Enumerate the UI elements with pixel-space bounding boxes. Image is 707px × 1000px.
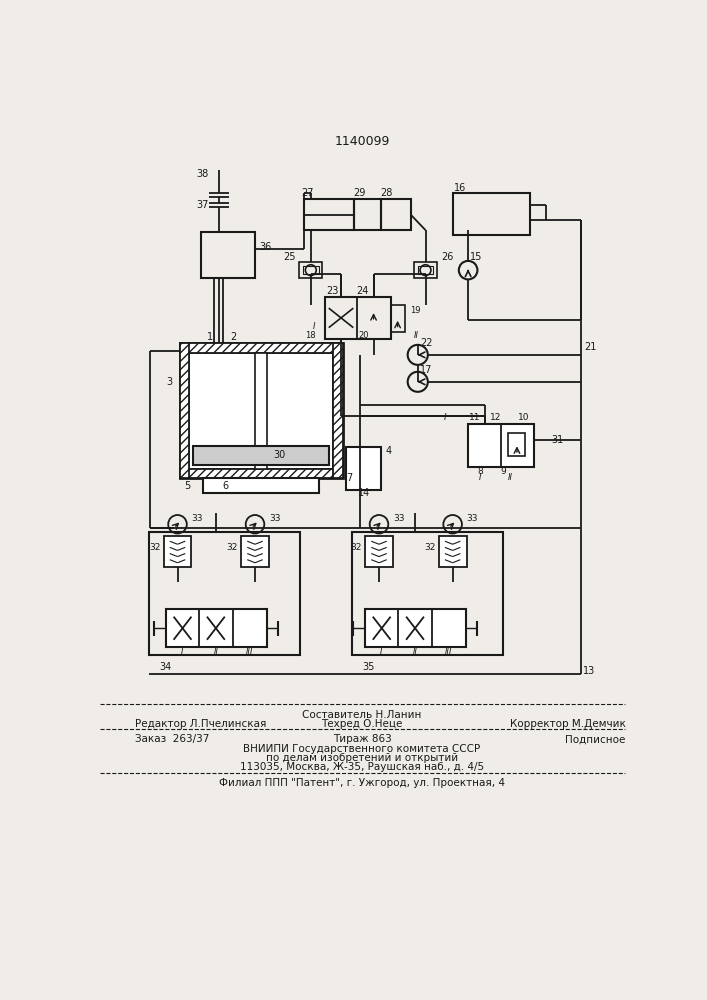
- Text: II: II: [508, 473, 513, 482]
- Bar: [438, 536, 467, 567]
- Text: ВНИИПИ Государственного комитета СССР: ВНИИПИ Государственного комитета СССР: [243, 744, 481, 754]
- Text: Составитель Н.Ланин: Составитель Н.Ланин: [303, 710, 421, 720]
- Text: 13: 13: [583, 666, 595, 676]
- Bar: [414, 262, 437, 278]
- Text: III: III: [246, 647, 253, 656]
- Bar: [346, 447, 381, 490]
- Bar: [354, 199, 381, 230]
- Text: 33: 33: [192, 514, 203, 523]
- Text: 10: 10: [518, 413, 530, 422]
- Text: 113035, Москва, Ж-35, Раушская наб., д. 4/5: 113035, Москва, Ж-35, Раушская наб., д. …: [240, 762, 484, 772]
- Text: 18: 18: [305, 331, 315, 340]
- Bar: [508, 433, 525, 456]
- Text: 32: 32: [226, 543, 238, 552]
- Text: 32: 32: [424, 543, 436, 552]
- Bar: [180, 343, 189, 478]
- Bar: [381, 199, 411, 230]
- Text: Редактор Л.Пчелинская: Редактор Л.Пчелинская: [135, 719, 267, 729]
- Text: 33: 33: [269, 514, 281, 523]
- Text: 15: 15: [469, 252, 482, 262]
- Text: 17: 17: [420, 365, 433, 375]
- Text: II: II: [414, 331, 419, 340]
- Text: 33: 33: [467, 514, 478, 523]
- Text: 8: 8: [477, 467, 483, 476]
- Text: I: I: [479, 473, 481, 482]
- Text: 27: 27: [301, 188, 314, 198]
- Text: 7: 7: [346, 473, 353, 483]
- Bar: [391, 305, 404, 332]
- Text: I: I: [443, 413, 446, 422]
- Text: 16: 16: [454, 183, 467, 193]
- Bar: [180, 469, 343, 478]
- Text: 35: 35: [363, 662, 375, 672]
- Text: 11: 11: [469, 413, 480, 422]
- Text: 3: 3: [166, 377, 172, 387]
- Text: I: I: [313, 322, 315, 331]
- Text: 32: 32: [351, 543, 362, 552]
- Text: 37: 37: [196, 200, 209, 210]
- Text: I: I: [380, 647, 382, 656]
- Text: 12: 12: [489, 413, 501, 422]
- Bar: [203, 478, 320, 493]
- Text: 38: 38: [197, 169, 209, 179]
- Bar: [193, 446, 329, 465]
- Bar: [166, 609, 267, 647]
- Polygon shape: [476, 433, 495, 451]
- Text: 5: 5: [184, 481, 190, 491]
- Bar: [352, 532, 503, 655]
- Text: 21: 21: [585, 342, 597, 352]
- Text: 6: 6: [223, 481, 228, 491]
- Bar: [163, 536, 192, 567]
- Text: 23: 23: [327, 286, 339, 296]
- Bar: [304, 199, 354, 230]
- Bar: [255, 353, 267, 469]
- Text: 24: 24: [356, 286, 368, 296]
- Text: 28: 28: [380, 188, 393, 198]
- Text: 9: 9: [500, 467, 506, 476]
- Bar: [452, 193, 530, 235]
- Bar: [180, 343, 343, 478]
- Text: 2: 2: [230, 332, 236, 342]
- Text: 1: 1: [207, 332, 213, 342]
- Text: 34: 34: [160, 662, 172, 672]
- Text: Заказ  263/37: Заказ 263/37: [135, 734, 209, 744]
- Bar: [189, 353, 333, 469]
- Text: II: II: [413, 647, 418, 656]
- Bar: [365, 609, 466, 647]
- Text: II: II: [214, 647, 218, 656]
- Text: 19: 19: [410, 306, 421, 315]
- Text: Техред О.Неце: Техред О.Неце: [321, 719, 403, 729]
- Text: 29: 29: [354, 188, 366, 198]
- Bar: [468, 424, 534, 467]
- Text: по делам изобретений и открытий: по делам изобретений и открытий: [266, 753, 458, 763]
- Text: Корректор М.Демчик: Корректор М.Демчик: [510, 719, 626, 729]
- Text: 26: 26: [441, 252, 453, 262]
- Text: 36: 36: [259, 242, 271, 252]
- Text: 14: 14: [358, 488, 370, 498]
- Text: 33: 33: [393, 514, 404, 523]
- Bar: [333, 343, 343, 478]
- Bar: [299, 262, 322, 278]
- Text: I: I: [181, 647, 183, 656]
- Text: 20: 20: [358, 331, 369, 340]
- Text: 25: 25: [284, 252, 296, 262]
- Bar: [180, 343, 343, 353]
- Text: 31: 31: [551, 435, 563, 445]
- Text: Филиал ППП "Патент", г. Ужгород, ул. Проектная, 4: Филиал ППП "Патент", г. Ужгород, ул. Про…: [219, 778, 505, 788]
- Bar: [149, 532, 300, 655]
- Bar: [325, 297, 391, 339]
- Text: Тираж 863: Тираж 863: [332, 734, 392, 744]
- Text: 30: 30: [273, 450, 285, 460]
- Text: 22: 22: [420, 338, 433, 348]
- Text: 32: 32: [149, 543, 160, 552]
- Text: III: III: [445, 647, 452, 656]
- Text: Подписное: Подписное: [565, 734, 626, 744]
- Bar: [241, 536, 269, 567]
- Bar: [365, 536, 393, 567]
- Text: 1140099: 1140099: [334, 135, 390, 148]
- Bar: [418, 266, 433, 274]
- Bar: [201, 232, 255, 278]
- Text: 4: 4: [385, 446, 392, 456]
- Bar: [303, 266, 319, 274]
